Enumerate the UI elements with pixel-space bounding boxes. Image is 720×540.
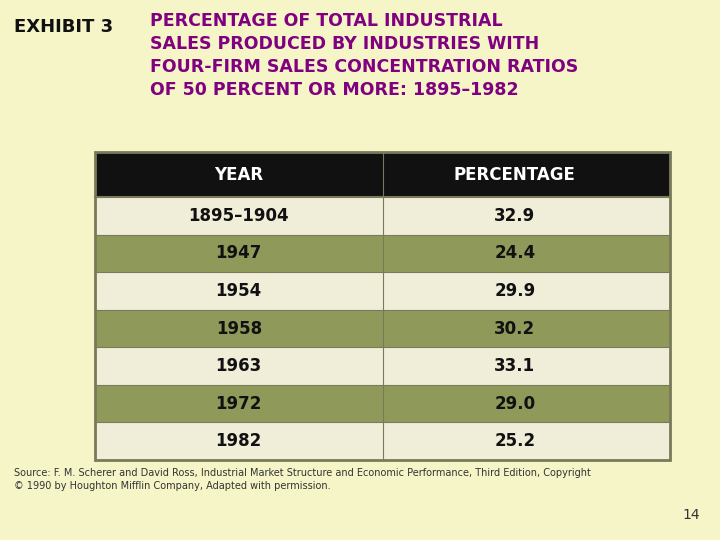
- Text: 1958: 1958: [216, 320, 262, 338]
- Text: 1972: 1972: [215, 395, 262, 413]
- Text: 24.4: 24.4: [494, 245, 536, 262]
- Text: YEAR: YEAR: [214, 165, 264, 184]
- Text: 1954: 1954: [215, 282, 262, 300]
- Text: 29.0: 29.0: [494, 395, 535, 413]
- Text: 1963: 1963: [215, 357, 262, 375]
- Text: EXHIBIT 3: EXHIBIT 3: [14, 18, 113, 36]
- Text: 1895–1904: 1895–1904: [189, 207, 289, 225]
- Text: 29.9: 29.9: [494, 282, 536, 300]
- Text: 32.9: 32.9: [494, 207, 536, 225]
- Bar: [95, 385, 670, 422]
- Text: 33.1: 33.1: [494, 357, 535, 375]
- Text: PERCENTAGE OF TOTAL INDUSTRIAL
SALES PRODUCED BY INDUSTRIES WITH
FOUR-FIRM SALES: PERCENTAGE OF TOTAL INDUSTRIAL SALES PRO…: [150, 12, 578, 99]
- Bar: [95, 152, 670, 197]
- Bar: [95, 310, 670, 347]
- Bar: [95, 347, 670, 385]
- Text: 14: 14: [683, 508, 700, 522]
- Bar: [95, 152, 670, 460]
- Text: 1982: 1982: [215, 432, 262, 450]
- Text: 1947: 1947: [215, 245, 262, 262]
- Text: 30.2: 30.2: [494, 320, 535, 338]
- Bar: [95, 422, 670, 460]
- Bar: [95, 234, 670, 272]
- Bar: [95, 272, 670, 310]
- Text: PERCENTAGE: PERCENTAGE: [454, 165, 576, 184]
- Bar: [95, 197, 670, 234]
- Text: Source: F. M. Scherer and David Ross, Industrial Market Structure and Economic P: Source: F. M. Scherer and David Ross, In…: [14, 468, 591, 491]
- Text: 25.2: 25.2: [494, 432, 535, 450]
